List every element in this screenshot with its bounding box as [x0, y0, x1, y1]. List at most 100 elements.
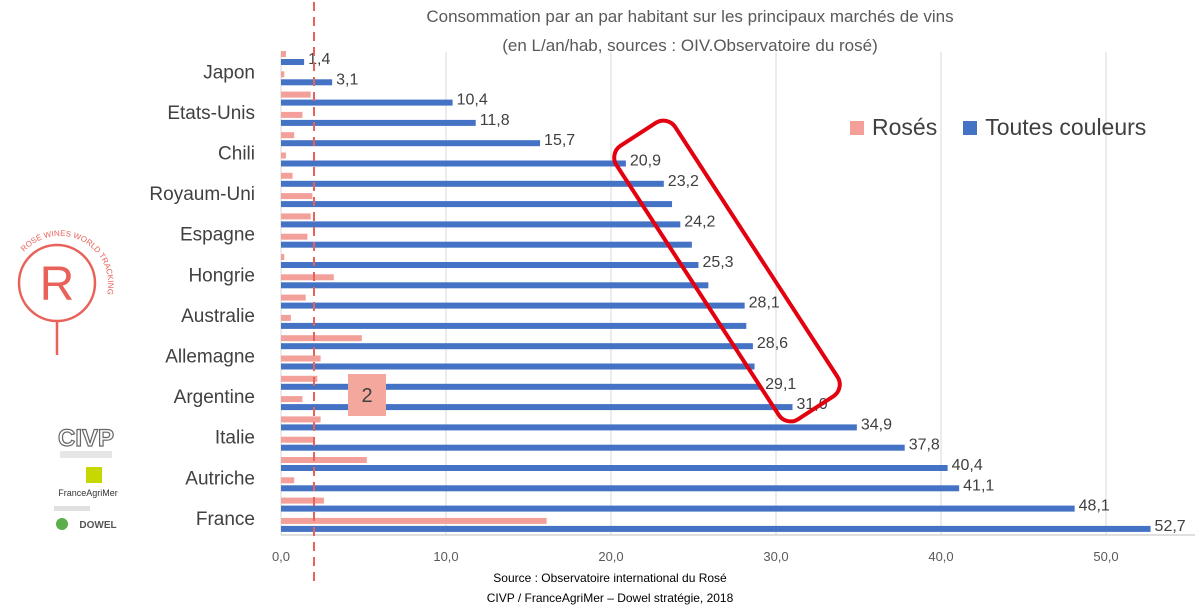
highlight-box — [612, 118, 842, 424]
category-label: Royaum-Uni — [149, 184, 255, 205]
bar-rose — [281, 91, 311, 98]
bar-rose — [281, 396, 303, 403]
data-label: 31,0 — [797, 396, 828, 413]
x-tick-label: 40,0 — [928, 549, 953, 564]
category-label: Chili — [218, 144, 255, 165]
bar-rose — [281, 517, 547, 524]
category-label: Allemagne — [165, 347, 255, 368]
reference-label: 2 — [361, 385, 372, 407]
bar-total — [281, 444, 905, 451]
bar-total — [281, 322, 747, 329]
bar-total — [281, 79, 333, 86]
bar-rose — [281, 111, 303, 118]
x-tick-label: 50,0 — [1093, 549, 1118, 564]
legend-item-all: Toutes couleurs — [963, 114, 1146, 141]
rose-logo-letter: R — [40, 258, 75, 311]
chart-legend: Rosés Toutes couleurs — [850, 114, 1172, 141]
x-tick-label: 0,0 — [272, 549, 290, 564]
data-label: 41,1 — [963, 477, 994, 494]
bar-total — [281, 221, 681, 228]
legend-label-all: Toutes couleurs — [985, 114, 1147, 140]
chart-subtitle: (en L/an/hab, sources : OIV.Observatoire… — [502, 36, 878, 55]
category-label: Autriche — [185, 468, 255, 489]
bar-total — [281, 201, 673, 208]
data-label: 20,9 — [630, 153, 661, 170]
x-tick-label: 10,0 — [433, 549, 458, 564]
bar-total — [281, 262, 699, 268]
bar-rose — [281, 233, 308, 240]
data-label: 37,8 — [909, 437, 940, 454]
data-label: 24,2 — [684, 213, 715, 230]
x-tick-label: 30,0 — [763, 549, 788, 564]
data-label: 48,1 — [1079, 498, 1110, 515]
category-label: Australie — [181, 306, 255, 327]
data-label: 40,4 — [952, 457, 983, 474]
legend-swatch-rose — [850, 120, 864, 135]
data-label: 25,3 — [702, 254, 733, 271]
legend-label-rose: Rosés — [872, 114, 938, 140]
dowel-logo-icon — [56, 518, 68, 530]
franceagrimer-logo-icon — [86, 467, 102, 483]
bar-rose — [281, 152, 286, 159]
bar-rose — [281, 172, 293, 179]
civp-logo-caption — [60, 451, 112, 458]
data-label: 10,4 — [457, 92, 488, 109]
bar-rose — [281, 294, 306, 301]
category-label: Italie — [215, 428, 255, 449]
bar-rose — [281, 375, 318, 382]
x-tick-label: 20,0 — [598, 549, 623, 564]
data-label: 15,7 — [544, 132, 575, 149]
bar-rose — [281, 497, 324, 504]
data-label: 28,6 — [757, 335, 788, 352]
bar-total — [281, 363, 755, 370]
category-label: Etats-Unis — [167, 103, 255, 124]
data-label: 28,1 — [749, 295, 780, 312]
bar-rose — [281, 436, 314, 443]
category-label: Japon — [203, 62, 255, 83]
bar-rose — [281, 193, 313, 200]
bar-rose — [281, 254, 285, 260]
category-label: Argentine — [174, 387, 255, 408]
data-label: 1,4 — [308, 51, 330, 68]
bar-rose — [281, 51, 286, 57]
reference-label-box — [348, 374, 386, 416]
bar-rose — [281, 314, 291, 321]
bar-total — [281, 160, 626, 167]
source-line-1: Source : Observatoire international du R… — [493, 571, 727, 585]
bar-total — [281, 465, 948, 471]
civp-logo: CIVP — [58, 425, 114, 452]
bar-total — [281, 140, 541, 147]
legend-swatch-all — [963, 120, 978, 135]
agrimer-logo-caption — [54, 506, 90, 511]
dowel-logo: DOWEL — [79, 520, 116, 531]
bar-total — [281, 505, 1075, 512]
bar-rose — [281, 274, 334, 281]
source-line-2: CIVP / FranceAgriMer – Dowel stratégie, … — [486, 591, 734, 605]
bar-total — [281, 241, 692, 248]
bar-total — [281, 180, 664, 187]
bar-total — [281, 343, 753, 350]
bar-total — [281, 525, 1151, 532]
bar-total — [281, 119, 476, 126]
bar-rose — [281, 355, 321, 362]
data-label: 3,1 — [336, 71, 358, 88]
bar-rose — [281, 213, 311, 220]
bar-rose — [281, 71, 285, 78]
data-label: 11,8 — [480, 112, 510, 129]
category-label: France — [196, 509, 255, 530]
category-label: Espagne — [180, 225, 255, 246]
bar-total — [281, 59, 305, 65]
bar-total — [281, 404, 793, 411]
data-label: 52,7 — [1155, 518, 1186, 535]
category-label: Hongrie — [188, 265, 255, 286]
bar-total — [281, 424, 857, 431]
bar-total — [281, 282, 709, 289]
bar-rose — [281, 477, 295, 484]
franceagrimer-logo: FranceAgriMer — [58, 488, 118, 498]
bar-rose — [281, 457, 367, 463]
bar-rose — [281, 335, 362, 342]
data-label: 29,1 — [765, 376, 796, 393]
bar-total — [281, 383, 762, 390]
bar-rose — [281, 132, 295, 139]
